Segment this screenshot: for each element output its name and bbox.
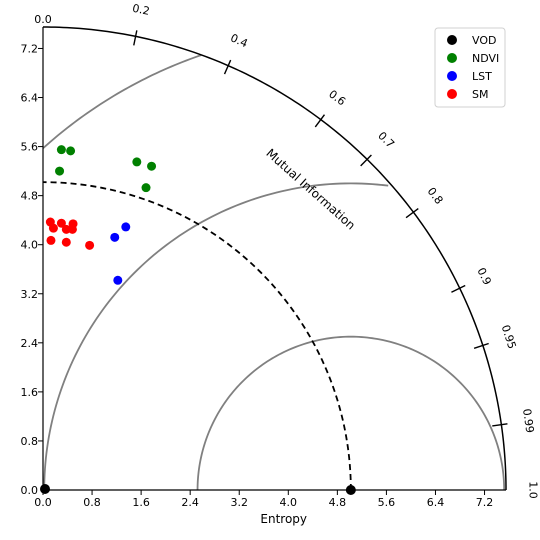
legend-label: LST [472, 70, 492, 83]
outer-arc [42, 26, 507, 491]
point-ndvi [66, 146, 76, 156]
angular-tick-label: 0.99 [520, 408, 536, 434]
x-tick-label: 0.8 [83, 496, 101, 509]
legend-marker [447, 71, 457, 81]
angular-tick-label: 0.9 [474, 266, 493, 287]
angular-tick-label: 1.0 [527, 481, 540, 499]
point-sm [48, 223, 58, 233]
y-tick-label: 5.6 [21, 141, 39, 154]
rms-arc [42, 54, 202, 149]
point-ndvi [132, 157, 142, 167]
y-tick-label: 4.0 [21, 239, 39, 252]
angular-tick-label: 0.6 [326, 87, 348, 108]
legend-label: NDVI [472, 52, 499, 65]
y-tick-label: 0.8 [21, 435, 39, 448]
angular-axis-label: Mutual Information [263, 146, 358, 232]
angular-tick-label: 0.8 [425, 185, 446, 207]
x-tick-label: 0.0 [34, 496, 52, 509]
point-lst [121, 222, 131, 232]
angular-tick-label: 0.0 [34, 13, 52, 26]
origin-point [40, 484, 50, 494]
angular-tick-label: 0.4 [228, 31, 249, 50]
legend-label: VOD [472, 34, 496, 47]
angular-tick [405, 207, 419, 219]
y-tick-label: 2.4 [21, 337, 39, 350]
y-tick-label: 4.8 [21, 190, 39, 203]
legend-marker [447, 89, 457, 99]
y-tick-label: 0.0 [21, 484, 39, 497]
legend-label: SM [472, 88, 488, 101]
point-ndvi [55, 166, 65, 176]
reference-std-arc [42, 181, 352, 491]
point-ndvi [147, 161, 157, 171]
x-tick-label: 7.2 [476, 496, 494, 509]
x-tick-label: 3.2 [230, 496, 248, 509]
angular-tick [451, 284, 466, 293]
y-tick-label: 6.4 [21, 92, 39, 105]
y-tick-label: 7.2 [21, 42, 39, 55]
y-tick-label: 1.6 [21, 386, 39, 399]
point-sm [46, 235, 56, 245]
point-lst [110, 232, 120, 242]
y-tick-label: 3.2 [21, 288, 39, 301]
angular-tick [473, 342, 489, 349]
point-sm [67, 224, 77, 234]
x-tick-label: 1.6 [132, 496, 150, 509]
x-axis-label: Entropy [260, 512, 307, 526]
point-ndvi [56, 145, 66, 155]
legend-marker [447, 35, 457, 45]
x-tick-label: 4.0 [280, 496, 298, 509]
rms-arc [196, 335, 506, 491]
x-tick-label: 6.4 [427, 496, 445, 509]
angular-tick [314, 114, 326, 128]
point-sm [85, 240, 95, 250]
rms-arc [43, 182, 389, 491]
angular-tick [133, 30, 138, 46]
angular-tick [360, 154, 372, 167]
x-tick-label: 5.6 [378, 496, 396, 509]
legend-box [434, 27, 506, 108]
reference-point [345, 485, 356, 495]
x-tick-label: 4.8 [329, 496, 347, 509]
angular-tick-label: 0.95 [499, 323, 519, 350]
point-sm [61, 237, 71, 247]
legend-marker [447, 53, 457, 63]
angular-tick-label: 0.7 [375, 129, 397, 151]
point-ndvi [141, 183, 151, 193]
point-lst [113, 275, 123, 285]
angular-tick [223, 59, 232, 75]
point-sm [56, 218, 66, 228]
x-tick-label: 2.4 [181, 496, 199, 509]
angular-tick [492, 423, 508, 427]
angular-tick-label: 0.2 [131, 2, 151, 18]
